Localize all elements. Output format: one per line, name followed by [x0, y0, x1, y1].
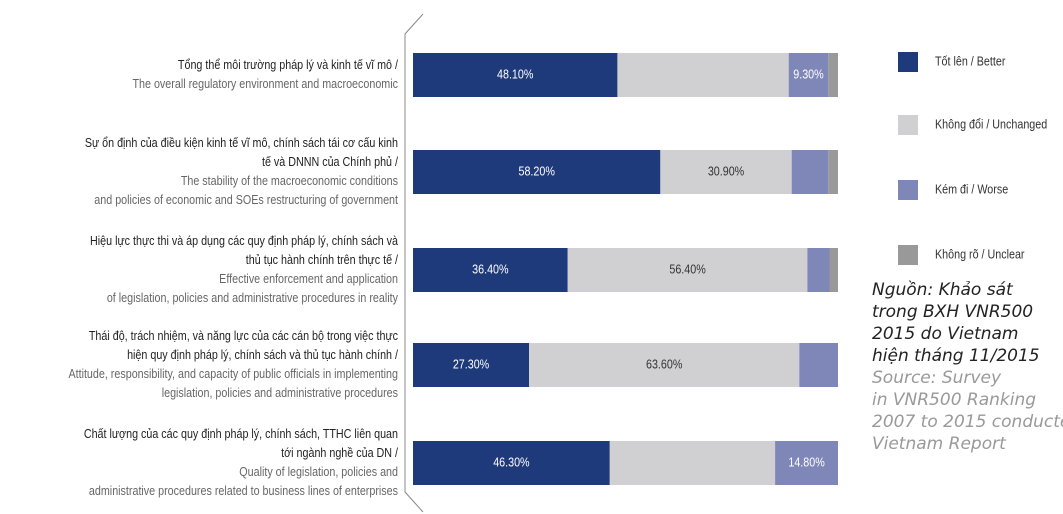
- value-label: 9.30%: [793, 68, 823, 82]
- legend-swatch: [898, 180, 918, 200]
- bar-segment: [413, 248, 568, 292]
- value-label: 14.80%: [788, 456, 824, 470]
- source-vi: 2015 do Vietnam: [872, 324, 1019, 344]
- category-label: of legislation, policies and administrat…: [107, 291, 398, 305]
- bracket: [404, 13, 424, 513]
- category-label: legislation, policies and administrative…: [162, 386, 398, 400]
- value-label: 46.30%: [493, 456, 529, 470]
- bar-segment: [529, 343, 800, 387]
- value-label: 30.90%: [708, 165, 744, 179]
- bar-segment: [788, 53, 829, 97]
- bar-segment: [660, 150, 792, 194]
- value-label: 56.40%: [669, 263, 705, 277]
- category-label: tới ngành nghề của DN /: [281, 446, 399, 460]
- bar-segment: [791, 150, 829, 194]
- source-en: in VNR500 Ranking: [872, 390, 1036, 410]
- category-label: Quality of legislation, policies and: [239, 465, 398, 479]
- value-label: 36.40%: [472, 263, 508, 277]
- bar-segment: [413, 343, 530, 387]
- source-vi: Nguồn: Khảo sát: [872, 279, 1014, 300]
- category-label: Attitude, responsibility, and capacity o…: [68, 367, 398, 381]
- bar-segment: [413, 441, 610, 485]
- bar-segment: [617, 53, 789, 97]
- category-label: Chất lượng của các quy định pháp lý, chí…: [84, 427, 398, 441]
- category-label: Hiệu lực thực thi và áp dụng các quy địn…: [90, 234, 398, 248]
- category-label: Sự ổn định của điều kiện kinh tế vĩ mô, …: [85, 136, 398, 150]
- category-label: Tổng thể môi trường pháp lý và kinh tế v…: [178, 58, 399, 72]
- bar-segment: [807, 248, 830, 292]
- category-label: hiện quy định pháp lý, chính sách và thủ…: [127, 348, 399, 362]
- source-vi: trong BXH VNR500: [872, 302, 1033, 322]
- category-label: Effective enforcement and application: [219, 272, 398, 286]
- bar-segment: [829, 248, 838, 292]
- bar-segment: [828, 150, 838, 194]
- bar-segment: [828, 53, 838, 97]
- value-label: 63.60%: [646, 358, 682, 372]
- legend-label: Không đổi / Unchanged: [935, 118, 1047, 132]
- bar-segment: [609, 441, 776, 485]
- category-label: thủ tục hành chính trên thực tế /: [246, 253, 399, 267]
- bar-segment: [775, 441, 838, 485]
- source-vi: hiện tháng 11/2015: [872, 346, 1040, 366]
- category-label: tế và DNNN của Chính phủ /: [262, 155, 399, 169]
- bar-segment: [413, 150, 661, 194]
- source-en: 2007 to 2015 conducted: [872, 412, 1063, 432]
- legend-label: Không rõ / Unclear: [935, 248, 1025, 262]
- source-en: Vietnam Report: [872, 434, 1007, 454]
- category-label: administrative procedures related to bus…: [89, 484, 398, 498]
- category-label: The overall regulatory environment and m…: [132, 77, 398, 91]
- legend-swatch: [898, 115, 918, 135]
- value-label: 27.30%: [453, 358, 489, 372]
- legend-label: Kém đi / Worse: [935, 183, 1008, 197]
- legend-swatch: [898, 52, 918, 72]
- category-label: Thái độ, trách nhiệm, và năng lực của cá…: [89, 329, 398, 343]
- legend-label: Tốt lên / Better: [935, 55, 1006, 69]
- category-label: The stability of the macroeconomic condi…: [181, 174, 398, 188]
- bar-segment: [413, 53, 618, 97]
- bar-segment: [799, 343, 838, 387]
- category-label: and policies of economic and SOEs restru…: [94, 193, 398, 207]
- value-label: 48.10%: [497, 68, 533, 82]
- value-label: 58.20%: [518, 165, 554, 179]
- legend-swatch: [898, 245, 918, 265]
- bar-segment: [567, 248, 808, 292]
- source-en: Source: Survey: [872, 368, 1002, 388]
